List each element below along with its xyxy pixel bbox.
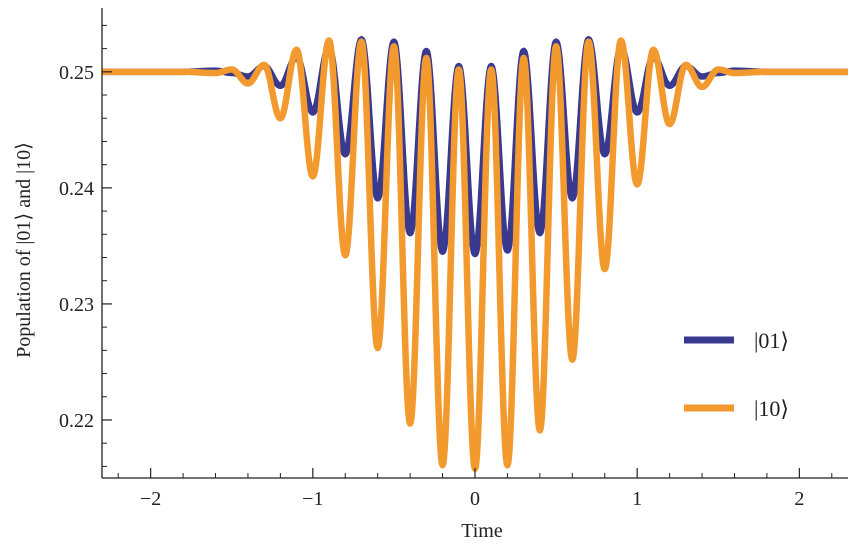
legend-label-10: |10⟩ <box>754 396 789 421</box>
legend-label-01: |01⟩ <box>754 328 789 353</box>
y-tick-label: 0.23 <box>59 294 94 316</box>
x-tick-label: 2 <box>794 488 804 510</box>
y-tick-label: 0.22 <box>59 410 94 432</box>
legend: |01⟩ |10⟩ <box>684 328 789 421</box>
y-tick-label: 0.25 <box>59 62 94 84</box>
x-tick-label: 0 <box>470 488 480 510</box>
x-tick-label: −1 <box>302 488 323 510</box>
x-tick-label: 1 <box>632 488 642 510</box>
x-tick-label: −2 <box>140 488 161 510</box>
x-axis-label: Time <box>461 520 503 542</box>
y-axis-label: Population of |01⟩ and |10⟩ <box>13 142 35 358</box>
y-tick-label: 0.24 <box>59 178 94 200</box>
axes-layer: −2 −1 0 1 2 0.22 0.23 0.24 0.25 <box>59 8 848 510</box>
